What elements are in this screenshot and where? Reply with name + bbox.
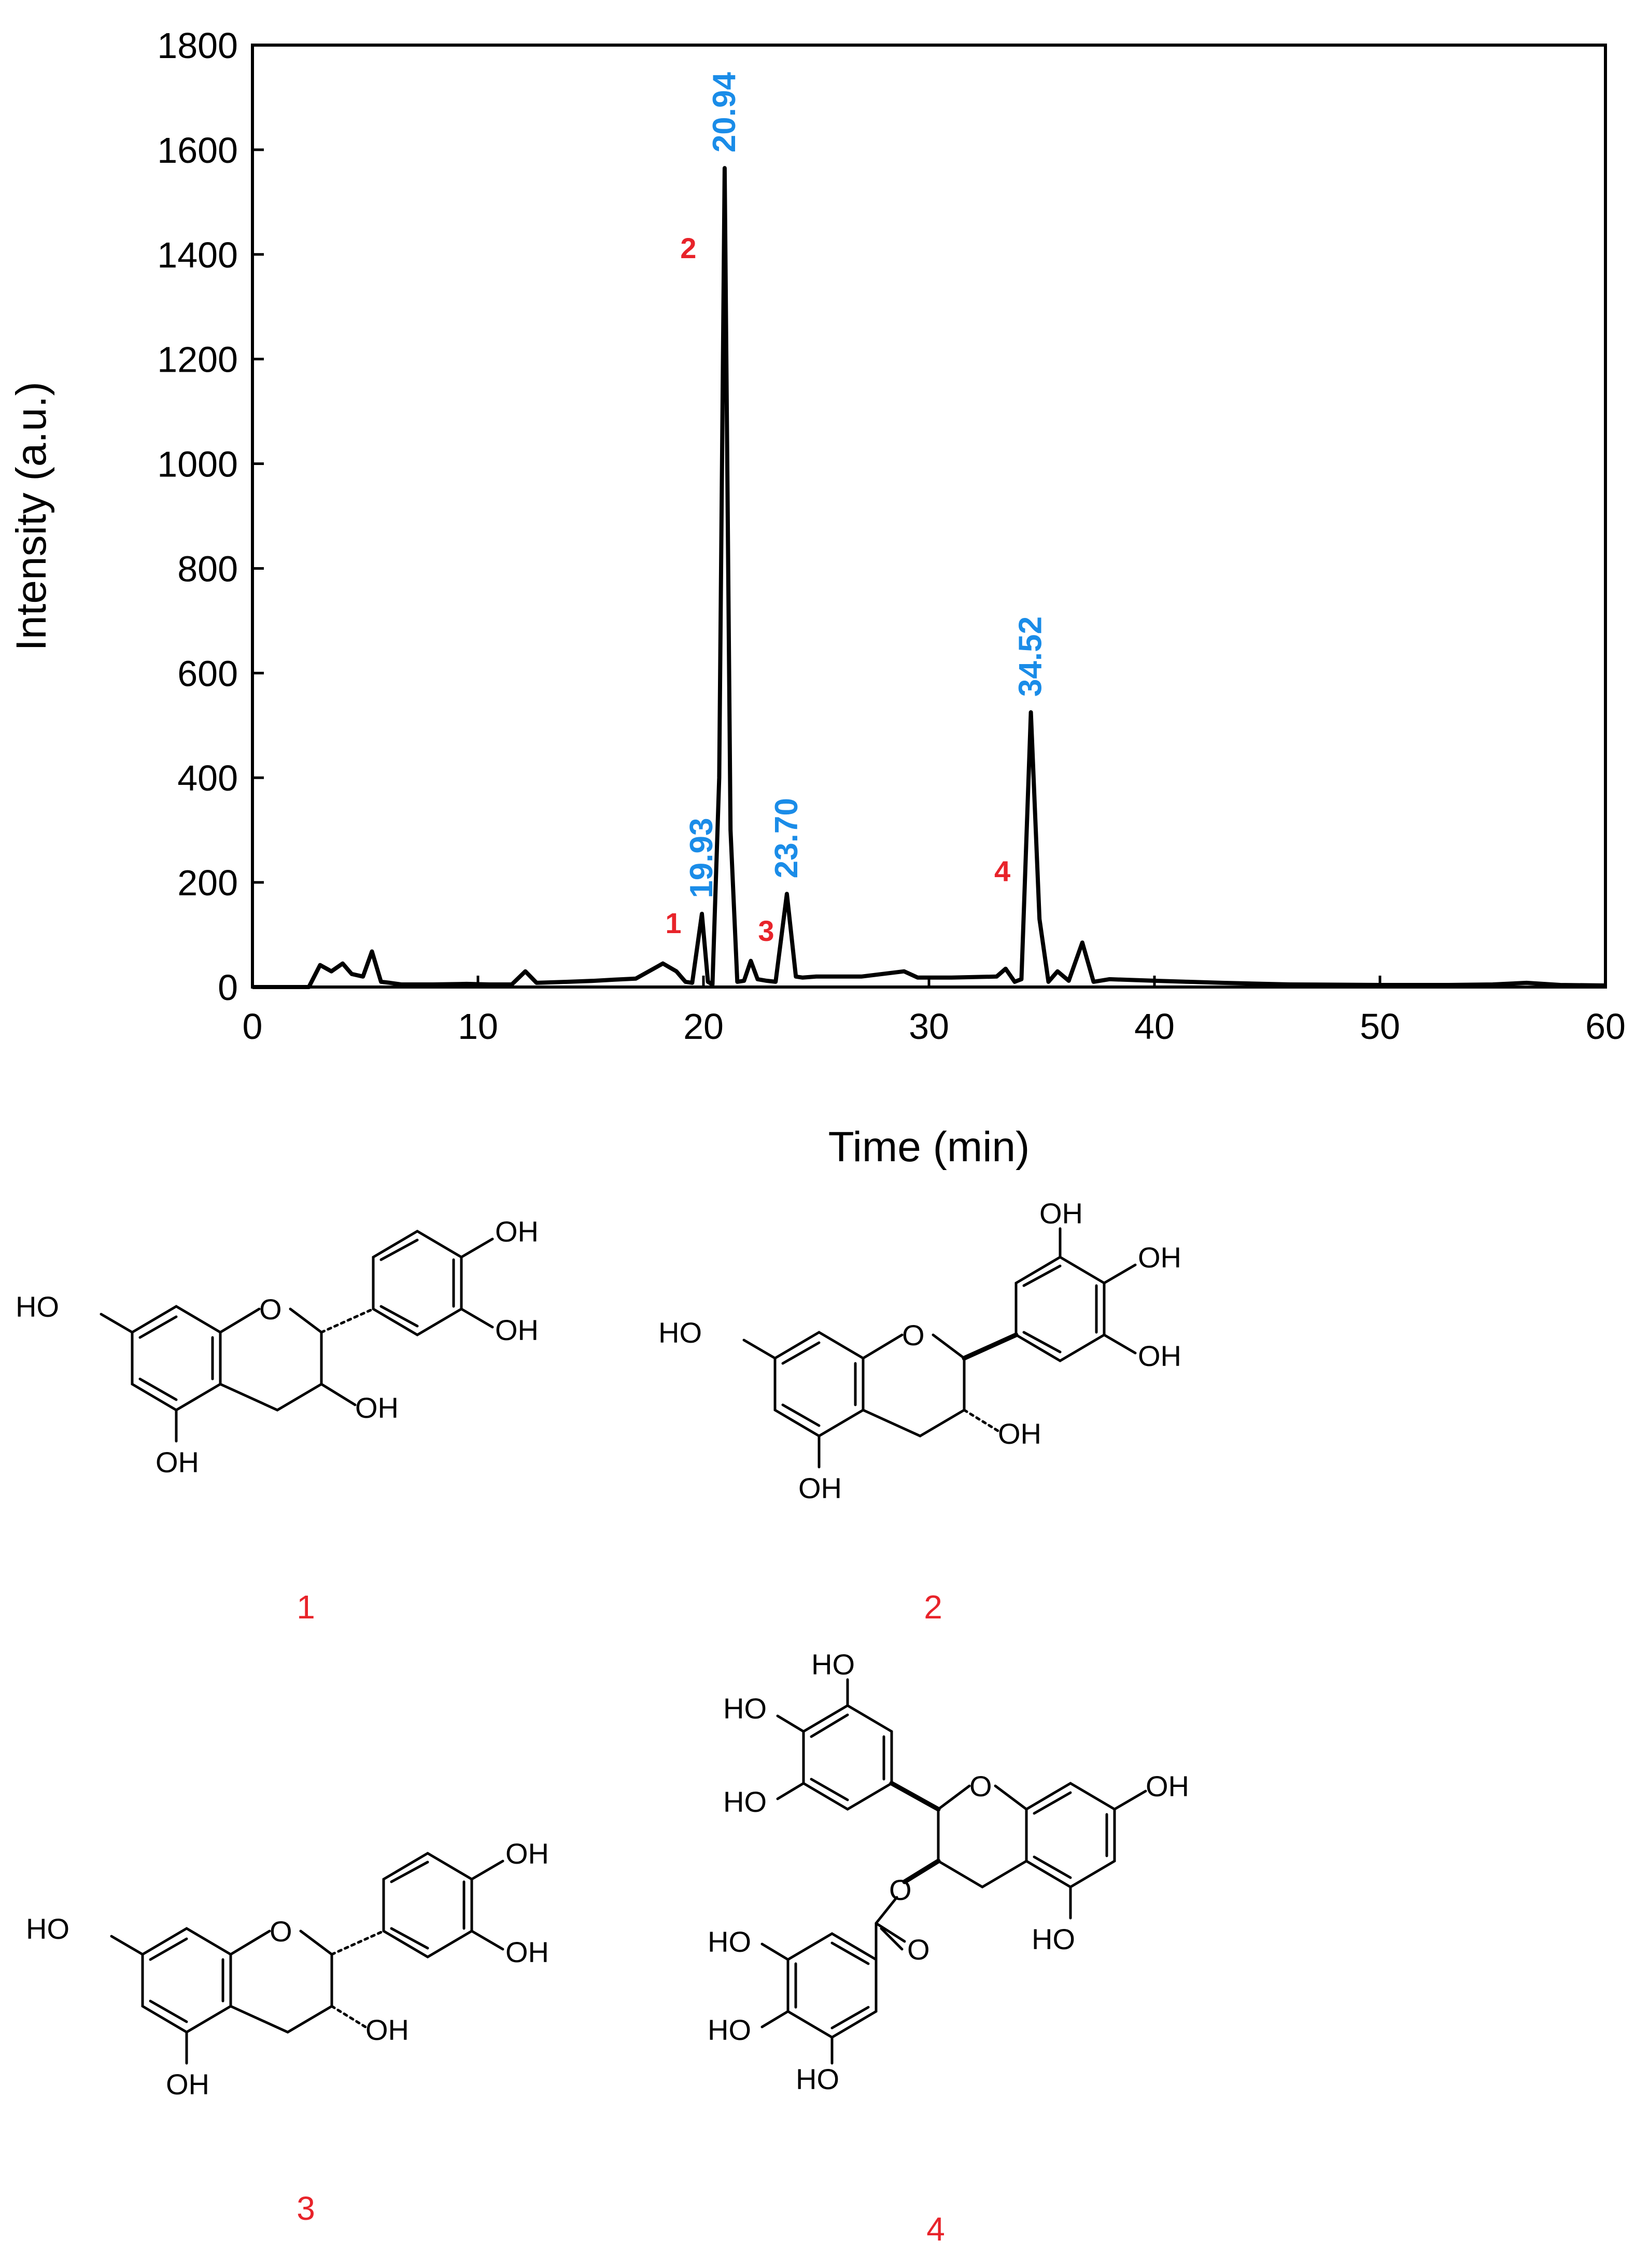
retention-time-label: 34.52 — [1013, 616, 1049, 697]
structure-label-2: 2 — [924, 1588, 942, 1626]
y-tick-label: 0 — [218, 967, 238, 1008]
structure-4: HO HO HO O OH O HO O HO HO HO — [708, 1648, 1189, 2095]
atom-oh: OH — [1039, 1197, 1083, 1230]
retention-time-label: 19.93 — [684, 818, 720, 898]
atom-oh: OH — [1138, 1340, 1181, 1372]
peak-number-label: 4 — [994, 855, 1010, 888]
structure-3: HO O OH OH OH OH — [26, 1837, 549, 2101]
atom-oh: OH — [495, 1314, 539, 1346]
y-tick-label: 1400 — [157, 235, 238, 275]
atom-ho: HO — [723, 1692, 767, 1725]
peak-number-label: 1 — [665, 907, 681, 939]
atom-ho: HO — [26, 1912, 69, 1945]
y-tick-label: 1800 — [157, 25, 238, 66]
y-tick-label: 1600 — [157, 130, 238, 171]
y-axis: 0 200 400 600 800 1000 1200 1400 1600 1800 — [157, 25, 264, 1008]
atom-o: O — [270, 1915, 292, 1948]
structure-label-1: 1 — [297, 1588, 315, 1626]
x-tick-label: 0 — [243, 1006, 263, 1047]
x-tick-label: 50 — [1360, 1006, 1400, 1047]
structure-label-3: 3 — [297, 2190, 315, 2227]
structure-label-4: 4 — [926, 2210, 945, 2248]
atom-ho: HO — [811, 1648, 855, 1681]
atom-o: O — [259, 1293, 282, 1326]
x-tick-label: 10 — [458, 1006, 498, 1047]
atom-oh: OH — [495, 1215, 539, 1248]
atom-oh: OH — [166, 2068, 209, 2101]
atom-ho: HO — [708, 2013, 751, 2046]
y-tick-label: 400 — [177, 758, 238, 798]
y-tick-label: 600 — [177, 653, 238, 694]
y-tick-label: 200 — [177, 863, 238, 903]
y-tick-label: 1000 — [157, 444, 238, 485]
atom-ho: HO — [796, 2063, 839, 2095]
atom-o: O — [902, 1319, 925, 1351]
atom-ho: HO — [723, 1785, 767, 1818]
atom-ho: HO — [1032, 1923, 1075, 1955]
atom-ho: HO — [658, 1316, 702, 1349]
x-tick-label: 40 — [1134, 1006, 1175, 1047]
atom-oh: OH — [998, 1417, 1041, 1450]
atom-o: O — [969, 1770, 992, 1802]
atom-ho: HO — [708, 1925, 751, 1958]
atom-oh: OH — [798, 1472, 842, 1504]
series-layer — [252, 166, 1606, 989]
y-tick-label: 1200 — [157, 340, 238, 380]
x-tick-label: 60 — [1585, 1006, 1626, 1047]
x-axis-title: Time (min) — [828, 1123, 1030, 1171]
atom-ho: HO — [16, 1290, 59, 1323]
atom-oh: OH — [505, 1837, 549, 1870]
peak-number-label: 3 — [758, 914, 774, 947]
atom-oh: OH — [156, 1446, 199, 1478]
x-tick-label: 20 — [683, 1006, 724, 1047]
atom-oh: OH — [505, 1936, 549, 1968]
y-tick-label: 800 — [177, 548, 238, 589]
peak-number-label: 2 — [680, 232, 696, 264]
atom-oh: OH — [1138, 1241, 1181, 1274]
retention-time-label: 20.94 — [707, 72, 742, 153]
atom-o: O — [889, 1873, 912, 1906]
y-axis-title: Intensity (a.u.) — [8, 382, 55, 651]
x-tick-label: 30 — [909, 1006, 949, 1047]
structure-1: HO O OH OH OH OH — [16, 1215, 539, 1478]
retention-time-label: 23.70 — [769, 798, 805, 878]
chromatogram-chart: 0 200 400 600 800 1000 1200 1400 1600 1800 0 10 20 3… — [8, 25, 1626, 1171]
atom-oh: OH — [1146, 1770, 1189, 1802]
plot-frame — [251, 44, 1607, 989]
atom-oh: OH — [365, 2013, 409, 2046]
atom-oh: OH — [355, 1391, 399, 1424]
series-line-0 — [252, 166, 1606, 989]
annotation-layer: 19.93 20.94 23.70 34.52 1 2 3 4 — [665, 72, 1048, 947]
atom-o: O — [907, 1933, 930, 1966]
structure-2: HO O OH OH OH OH OH — [658, 1197, 1181, 1504]
